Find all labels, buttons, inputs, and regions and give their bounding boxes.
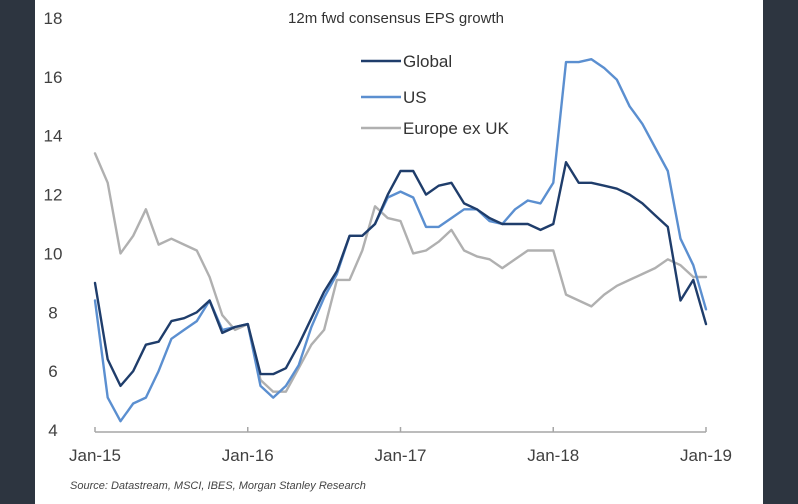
y-tick-label: 16 [44, 68, 63, 87]
series-line-us [93, 58, 708, 423]
y-tick-label: 4 [48, 421, 57, 440]
x-axis: Jan-15 Jan-16 Jan-17 Jan-18 Jan-19 [69, 427, 732, 465]
y-tick-label: 6 [48, 362, 57, 381]
chart-panel: 12m fwd consensus EPS growth 4 6 8 10 12 14 16… [35, 0, 763, 504]
series-line-europe-ex-uk [93, 152, 708, 393]
y-tick-label: 14 [44, 127, 63, 146]
legend-label: US [403, 88, 427, 107]
y-axis: 4 6 8 10 12 14 16 18 [44, 9, 63, 440]
y-tick-label: 8 [48, 303, 57, 322]
source-note: Source: Datastream, MSCI, IBES, Morgan S… [70, 480, 366, 492]
y-tick-label: 10 [44, 244, 63, 263]
x-tick-label: Jan-16 [222, 446, 274, 465]
y-tick-label: 18 [44, 9, 63, 28]
legend-label: Global [403, 52, 452, 71]
legend-label: Europe ex UK [403, 119, 509, 138]
series-layer [93, 58, 708, 423]
legend: Global US Europe ex UK [361, 52, 509, 138]
x-tick-label: Jan-17 [375, 446, 427, 465]
chart-title: 12m fwd consensus EPS growth [288, 10, 504, 27]
y-tick-label: 12 [44, 186, 63, 205]
x-tick-label: Jan-18 [527, 446, 579, 465]
x-tick-label: Jan-19 [680, 446, 732, 465]
line-chart: 12m fwd consensus EPS growth 4 6 8 10 12 14 16… [44, 9, 732, 492]
x-tick-label: Jan-15 [69, 446, 121, 465]
series-line-global [93, 160, 708, 388]
